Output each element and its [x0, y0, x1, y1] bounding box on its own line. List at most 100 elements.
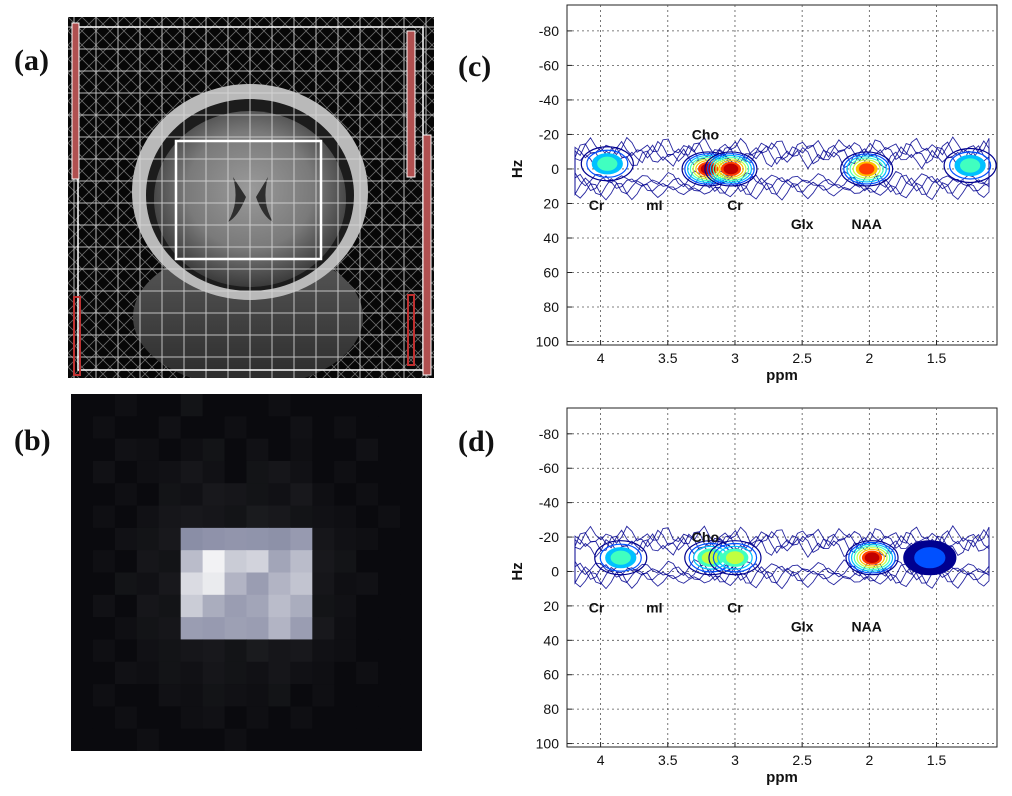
map-voxel: [224, 572, 247, 596]
map-voxel: [312, 661, 335, 685]
map-voxel: [290, 728, 313, 751]
map-voxel: [268, 684, 291, 707]
map-voxel: [224, 438, 247, 462]
x-tick-label: 3: [731, 752, 739, 768]
map-voxel: [246, 460, 269, 484]
map-voxel: [378, 416, 401, 440]
map-voxel: [312, 483, 335, 507]
map-voxel: [202, 550, 226, 573]
y-tick-label: 0: [551, 563, 559, 579]
map-voxel: [158, 706, 182, 730]
map-voxel: [356, 661, 379, 685]
map-voxel: [312, 460, 335, 484]
map-voxel: [290, 483, 313, 507]
peak-label-naa: NAA: [851, 619, 881, 635]
map-voxel: [224, 617, 247, 640]
map-voxel: [334, 460, 357, 484]
map-voxel: [114, 394, 138, 417]
map-voxel: [378, 505, 401, 529]
y-tick-label: -80: [539, 23, 559, 39]
y-tick-label: -80: [539, 426, 559, 442]
map-voxel: [71, 661, 94, 685]
y-tick-label: 100: [536, 334, 560, 350]
contour-level: [708, 540, 762, 576]
map-voxel: [378, 728, 401, 751]
peak-label-mi: mI: [646, 600, 662, 616]
map-voxel: [246, 594, 269, 618]
map-voxel: [136, 661, 160, 685]
map-voxel: [202, 728, 226, 751]
contour-level: [840, 151, 894, 187]
map-voxel: [312, 527, 335, 551]
map-voxel: [180, 639, 204, 663]
map-voxel: [224, 550, 247, 573]
map-voxel: [114, 438, 138, 462]
map-voxel: [378, 527, 401, 551]
map-voxel: [268, 394, 291, 417]
map-voxel: [180, 594, 204, 618]
contour-level: [707, 153, 755, 185]
peak-label-cr: Cr: [727, 197, 743, 213]
map-voxel: [400, 572, 422, 596]
contour-level: [914, 547, 946, 569]
map-voxel: [224, 639, 247, 663]
contour-level: [960, 158, 981, 173]
map-voxel: [92, 483, 116, 507]
map-voxel: [312, 416, 335, 440]
map-voxel: [92, 572, 116, 596]
map-voxel: [180, 483, 204, 507]
map-voxel: [378, 550, 401, 573]
map-voxel: [356, 416, 379, 440]
panel-label-c: (c): [458, 50, 492, 83]
map-voxel: [202, 572, 226, 596]
map-voxel: [224, 416, 247, 440]
y-axis-title: Hz: [509, 160, 526, 178]
y-tick-label: 20: [543, 598, 559, 614]
peak-label-glx: Glx: [791, 216, 814, 232]
map-voxel: [334, 483, 357, 507]
map-voxel: [334, 728, 357, 751]
contour-level: [718, 160, 744, 178]
map-voxel: [114, 505, 138, 529]
contour-level: [597, 156, 618, 171]
contour-level: [712, 156, 750, 182]
map-voxel: [136, 394, 160, 417]
x-axis-title: ppm: [766, 367, 798, 384]
peak-contour: [594, 540, 648, 576]
contour-level: [858, 163, 875, 175]
map-voxel: [92, 594, 116, 618]
map-voxel: [180, 684, 204, 707]
map-voxel: [202, 483, 226, 507]
map-voxel: [400, 505, 422, 529]
roi-box: [174, 139, 323, 261]
map-voxel: [180, 460, 204, 484]
map-voxel: [92, 706, 116, 730]
map-voxel: [202, 661, 226, 685]
map-voxel: [290, 460, 313, 484]
contour-level: [849, 157, 884, 181]
map-voxel: [136, 684, 160, 707]
peak-contour: [708, 540, 762, 576]
map-voxel: [114, 684, 138, 707]
mri-localizer-drawing: [68, 17, 434, 378]
map-voxel: [71, 460, 94, 484]
map-voxel: [71, 550, 94, 573]
map-voxel: [180, 527, 204, 551]
contour-level: [850, 543, 894, 572]
map-voxel: [334, 639, 357, 663]
y-tick-label: 60: [543, 265, 559, 281]
map-voxel: [268, 527, 291, 551]
map-voxel: [356, 639, 379, 663]
map-voxel: [268, 438, 291, 462]
contour-level: [610, 550, 631, 565]
contour-level: [853, 545, 891, 571]
map-voxel: [202, 639, 226, 663]
panel-label-b: (b): [14, 424, 51, 457]
map-voxel: [114, 527, 138, 551]
map-voxel: [400, 661, 422, 685]
map-voxel: [378, 483, 401, 507]
contour-level: [715, 158, 747, 180]
map-voxel: [114, 460, 138, 484]
map-voxel: [334, 527, 357, 551]
map-voxel: [400, 728, 422, 751]
